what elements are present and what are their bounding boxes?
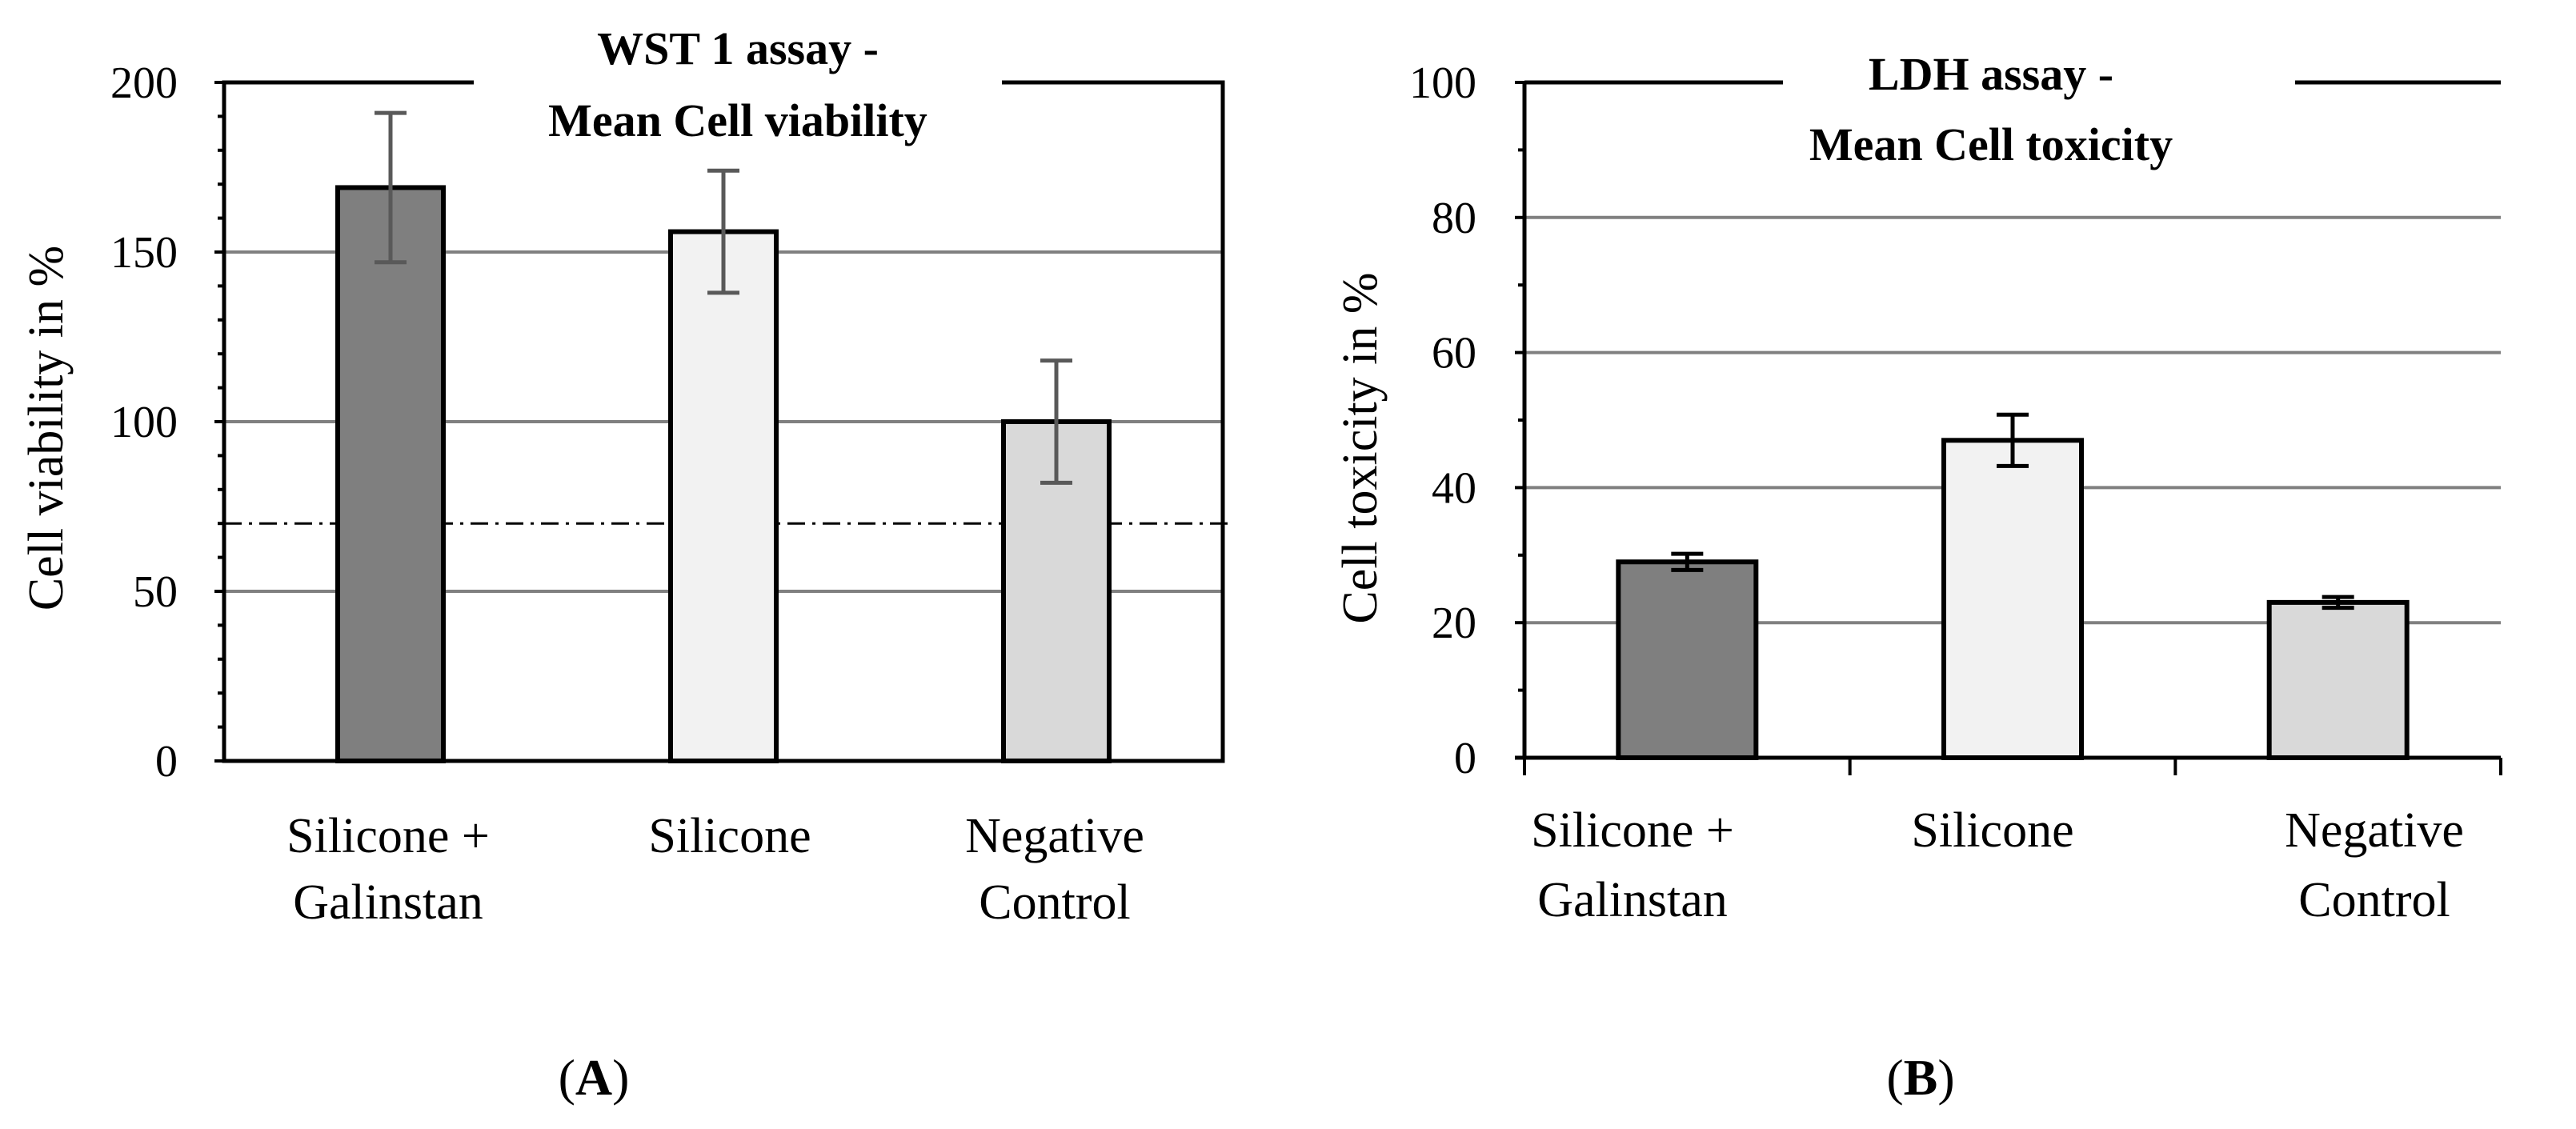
error-bar [375, 110, 407, 265]
panel-a-title-background [474, 32, 1002, 166]
category-label: Silicone + [286, 809, 490, 863]
panel-b-ticks [1515, 81, 1524, 759]
bar [1616, 559, 1759, 760]
category-label: Silicone [648, 809, 811, 863]
y-tick-label: 100 [1409, 58, 1476, 108]
y-tick-label: 200 [110, 58, 178, 108]
error-bar [1997, 412, 2029, 468]
panel-b-y-tick-labels: 0 20 40 60 80 100 [1409, 58, 1476, 783]
panel-b-label: (B) [1886, 1049, 1954, 1106]
panel-b-title-line-1: LDH assay - [1869, 48, 2113, 100]
panel-b-title-line-2: Mean Cell toxicity [1809, 118, 2173, 170]
y-tick-label: 0 [155, 737, 178, 787]
category-label: Silicone [1911, 803, 2073, 858]
category-label: Control [2298, 873, 2450, 927]
y-tick-label: 150 [110, 228, 178, 278]
category-label: Negative [2285, 803, 2464, 858]
error-bar [1040, 358, 1072, 485]
category-label: Negative [965, 809, 1144, 863]
category-label: Galinstan [1537, 873, 1728, 927]
panel-a-ticks [214, 81, 224, 763]
bar [335, 185, 446, 763]
error-bar [707, 168, 739, 295]
bar [2266, 599, 2410, 760]
y-tick-label: 50 [133, 567, 178, 617]
bar [668, 229, 779, 763]
panel-a-y-tick-labels: 0 50 100 150 200 [110, 58, 178, 787]
panel-a-y-axis-label: Cell viability in % [19, 246, 74, 611]
panel-a-title-line-1: WST 1 assay - [597, 22, 879, 74]
category-label: Galinstan [293, 875, 483, 930]
y-tick-label: 80 [1432, 194, 1476, 243]
panel-b-category-labels: Silicone + Galinstan Silicone Negative Contr… [1531, 803, 2464, 927]
y-tick-label: 0 [1454, 734, 1476, 783]
error-bar [1671, 551, 1704, 572]
panel-a-category-labels: Silicone + Galinstan Silicone Negative Contr… [286, 809, 1144, 930]
y-tick-label: 100 [110, 398, 178, 447]
y-tick-label: 20 [1432, 599, 1476, 648]
y-tick-label: 60 [1432, 329, 1476, 378]
panel-b-error-bars [1671, 412, 2354, 611]
error-bar [2322, 595, 2354, 611]
category-label: Control [979, 875, 1130, 930]
panel-a-error-bars [375, 110, 1072, 485]
y-tick-label: 40 [1432, 463, 1476, 513]
bar [1941, 438, 2084, 760]
category-label: Silicone + [1531, 803, 1734, 858]
panel-b-title-background [1783, 44, 2295, 188]
panel-b-y-axis-label: Cell toxicity in % [1333, 272, 1388, 623]
panel-a-label: (A) [559, 1049, 630, 1106]
panel-a-title-line-2: Mean Cell viability [548, 94, 927, 146]
